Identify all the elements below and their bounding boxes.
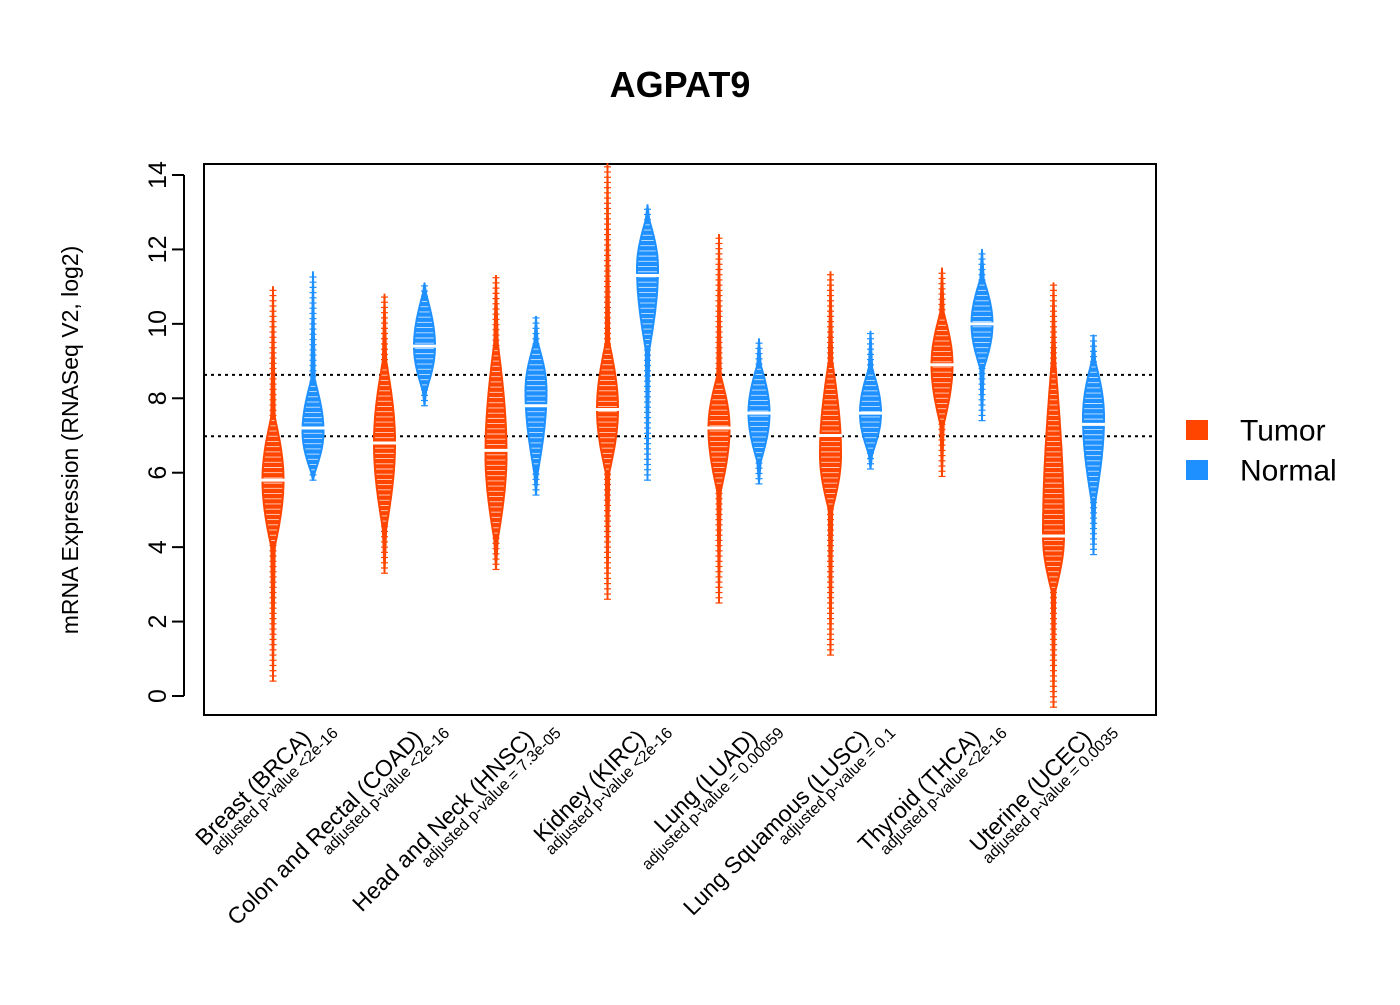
- category-label: Lung Squamous (LUSC): [678, 725, 874, 921]
- normal-violin-3: [524, 315, 548, 496]
- tumor-violin-4: [595, 163, 620, 600]
- legend-swatch-normal: [1186, 460, 1208, 480]
- y-tick-label: 8: [144, 391, 172, 405]
- legend-label-normal: Normal: [1240, 455, 1337, 488]
- y-axis: 0 2 4 6 8 10 12 14: [144, 161, 185, 703]
- tumor-violin-1: [261, 286, 285, 682]
- chart-title: AGPAT9: [610, 64, 751, 105]
- normal-violin-1: [301, 271, 325, 481]
- reference-lines: [204, 373, 1156, 438]
- tumor-violin-3: [484, 275, 508, 571]
- y-tick-label: 6: [144, 466, 172, 480]
- normal-violin-6: [858, 330, 883, 470]
- category-pvalue: adjusted p-value <2e-16: [543, 725, 677, 859]
- tumor-violin-2: [372, 293, 397, 574]
- category-label: Colon and Rectal (COAD): [222, 725, 427, 930]
- category-label: Breast (BRCA): [190, 725, 316, 851]
- normal-violin-2: [412, 282, 437, 407]
- y-tick-label: 0: [144, 689, 172, 703]
- tumor-violin-5: [707, 234, 731, 604]
- normal-violin-5: [747, 338, 771, 485]
- tumor-violin-6: [818, 271, 843, 656]
- normal-violin-4: [635, 204, 660, 481]
- tumor-violin-8: [1041, 282, 1066, 708]
- legend: Tumor Normal: [1186, 415, 1337, 488]
- y-tick-label: 12: [144, 236, 172, 264]
- y-tick-label: 2: [144, 615, 172, 629]
- violins: [261, 163, 1106, 708]
- y-tick-label: 14: [144, 161, 172, 189]
- y-axis-label: mRNA Expression (RNASeq V2, log2): [57, 246, 83, 635]
- tumor-violin-7: [930, 267, 954, 478]
- legend-label-tumor: Tumor: [1240, 415, 1326, 448]
- normal-violin-8: [1081, 334, 1106, 556]
- y-tick-label: 10: [144, 310, 172, 338]
- normal-violin-7: [970, 248, 994, 422]
- category-label: Head and Neck (HNSC): [347, 725, 539, 917]
- legend-swatch-tumor: [1186, 420, 1208, 440]
- plot-frame: [203, 163, 1157, 716]
- x-axis-labels: Breast (BRCA) adjusted p-value <2e-16 Colo…: [190, 725, 1122, 930]
- y-tick-label: 4: [144, 540, 172, 554]
